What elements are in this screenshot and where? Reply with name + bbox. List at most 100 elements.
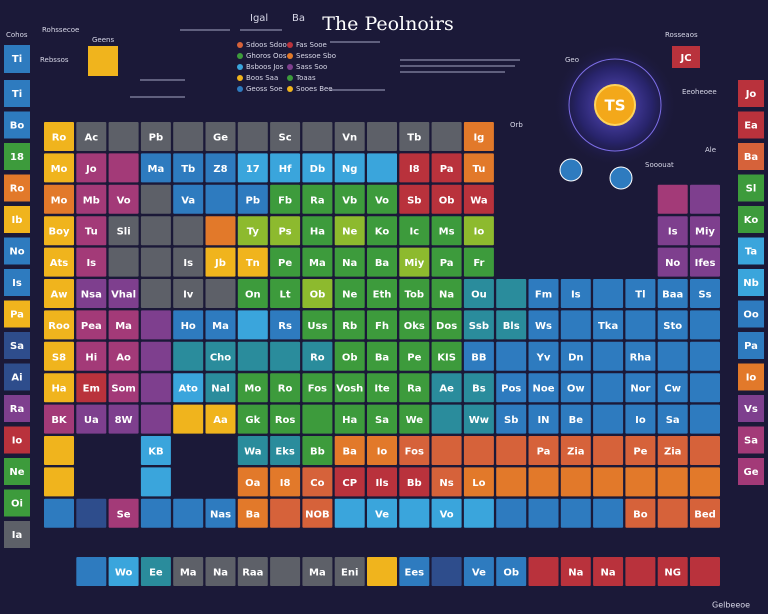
element-cell [431, 153, 462, 183]
element-cell [431, 373, 462, 403]
element-cell [44, 153, 74, 183]
element-cell [237, 467, 268, 497]
side-cell [738, 332, 764, 359]
legend-dot [287, 86, 293, 92]
side-cell [4, 395, 30, 422]
element-cell [657, 247, 688, 277]
legend-dot [287, 64, 293, 70]
element-symbol: Pb [149, 133, 164, 144]
element-symbol: Ee [149, 568, 163, 579]
element-symbol: Lo [472, 478, 485, 489]
element-cell [270, 216, 301, 246]
element-cell [76, 122, 107, 151]
element-cell [205, 279, 236, 308]
element-symbol: Ma [180, 568, 197, 579]
element-symbol: Eni [341, 568, 358, 579]
side-label: Io [12, 436, 23, 447]
element-cell [302, 498, 333, 528]
element-cell [657, 184, 688, 214]
element-symbol: Na [601, 568, 616, 579]
element-cell [302, 216, 333, 246]
side-label: Vs [744, 404, 758, 415]
paragraph [130, 29, 520, 98]
element-cell [560, 557, 591, 586]
element-symbol: Mo [244, 384, 261, 395]
element-cell [108, 404, 139, 434]
element-cell [496, 498, 527, 528]
legend-dot [287, 42, 293, 48]
element-symbol: Zia [664, 447, 681, 458]
element-cell [76, 184, 107, 214]
side-cell [4, 80, 30, 107]
element-cell [44, 498, 74, 528]
element-cell [625, 436, 656, 465]
side-cell [4, 174, 30, 202]
element-cell [463, 153, 494, 183]
element-symbol: Pe [633, 447, 647, 458]
note: Cohos [6, 31, 28, 39]
side-cell [738, 395, 764, 422]
element-symbol: Tl [635, 290, 645, 301]
element-cell [690, 467, 720, 497]
side-label: Pa [744, 341, 758, 352]
element-symbol: Ros [275, 415, 296, 426]
element-symbol: Tu [85, 227, 98, 238]
element-symbol: Ma [115, 321, 132, 332]
element-cell [334, 436, 365, 465]
element-cell [657, 216, 688, 246]
element-symbol: Fr [473, 258, 484, 269]
element-symbol: IN [537, 415, 549, 426]
side-cell [738, 426, 764, 454]
element-cell [431, 247, 462, 277]
element-symbol: Sb [504, 415, 518, 426]
element-cell [528, 467, 559, 497]
element-cell [560, 373, 591, 403]
element-symbol: Ba [343, 447, 357, 458]
element-cell [108, 247, 139, 277]
element-symbol: Io [635, 415, 646, 426]
element-cell [463, 436, 494, 465]
element-cell [399, 184, 430, 214]
side-label: Ta [745, 247, 757, 258]
element-cell [237, 404, 268, 434]
element-cell [237, 279, 268, 308]
element-cell [76, 216, 107, 246]
element-symbol: Vb [342, 195, 357, 206]
side-label: No [9, 247, 24, 258]
element-cell [270, 373, 301, 403]
element-cell [302, 279, 333, 308]
element-cell [399, 153, 430, 183]
element-cell [463, 247, 494, 277]
element-cell [528, 436, 559, 465]
element-symbol: Ma [148, 164, 165, 175]
element-symbol: Vo [375, 195, 389, 206]
element-cell [205, 373, 236, 403]
element-symbol: Tb [181, 164, 195, 175]
element-symbol: BB [471, 352, 486, 363]
element-symbol: Jb [214, 258, 226, 269]
side-label: Ea [744, 121, 758, 132]
element-cell [657, 557, 688, 586]
element-symbol: BK [51, 415, 68, 426]
element-symbol: Na [439, 290, 454, 301]
side-cell [738, 174, 764, 202]
element-cell [690, 216, 720, 246]
element-cell [690, 310, 720, 340]
element-symbol: Sto [663, 321, 682, 332]
element-symbol: Ns [439, 478, 453, 489]
element-cell [140, 467, 171, 497]
element-cell [237, 184, 268, 214]
element-symbol: Ifes [695, 258, 716, 269]
element-symbol: Ge [213, 133, 228, 144]
element-cell [205, 498, 236, 528]
element-symbol: Baa [662, 290, 683, 301]
element-cell [302, 404, 333, 434]
element-symbol: Fb [278, 195, 292, 206]
element-cell [367, 122, 397, 151]
element-cell [399, 373, 430, 403]
element-cell [76, 247, 107, 277]
element-cell [76, 341, 107, 371]
element-symbol: Wa [244, 447, 261, 458]
element-cell [140, 153, 171, 183]
side-cell [4, 363, 30, 391]
